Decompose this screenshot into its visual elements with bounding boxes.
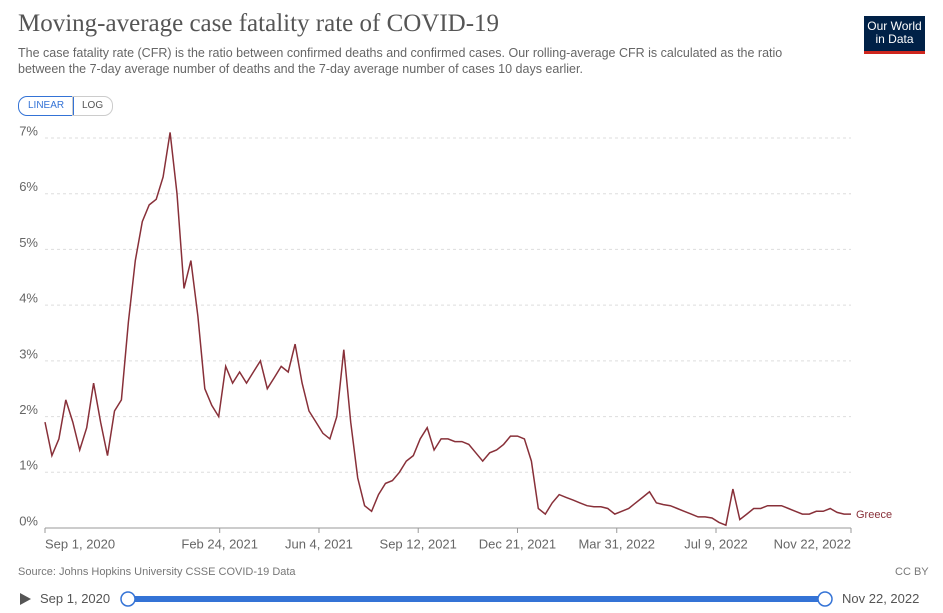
x-tick-label: Jun 4, 2021 (285, 536, 353, 551)
y-tick-label: 3% (19, 346, 38, 361)
subtitle: The case fatality rate (CFR) is the rati… (18, 46, 783, 76)
x-tick-label: Feb 24, 2021 (181, 536, 258, 551)
y-tick-label: 1% (19, 458, 38, 473)
log-button[interactable]: LOG (72, 96, 114, 116)
source: Source: Johns Hopkins University CSSE CO… (18, 566, 296, 578)
x-tick-label: Sep 12, 2021 (380, 536, 457, 551)
timeline-start-handle[interactable] (120, 591, 136, 607)
series-line (44, 132, 851, 527)
series-label: Greece (856, 509, 892, 521)
x-tick-label: Nov 22, 2022 (774, 536, 851, 551)
x-tick-label: Jul 9, 2022 (684, 536, 748, 551)
y-tick-label: 4% (19, 291, 38, 306)
timeline-end: Nov 22, 2022 (842, 591, 920, 606)
x-tick-label: Dec 21, 2021 (479, 536, 556, 551)
y-tick-label: 6% (19, 179, 38, 194)
timeline-end-handle[interactable] (817, 591, 833, 607)
y-tick-label: 7% (19, 123, 38, 138)
license: CC BY (895, 566, 929, 578)
y-tick-label: 2% (19, 402, 38, 417)
timeline-start: Sep 1, 2020 (40, 591, 111, 606)
logo[interactable]: Our World in Data (864, 16, 925, 54)
play-icon[interactable] (20, 593, 31, 605)
linear-button[interactable]: LINEAR (18, 96, 75, 116)
y-tick-label: 5% (19, 235, 38, 250)
x-tick-label: Sep 1, 2020 (45, 536, 115, 551)
x-tick-label: Mar 31, 2022 (578, 536, 655, 551)
title: Moving-average case fatality rate of COV… (18, 10, 500, 37)
y-tick-label: 0% (19, 513, 38, 528)
